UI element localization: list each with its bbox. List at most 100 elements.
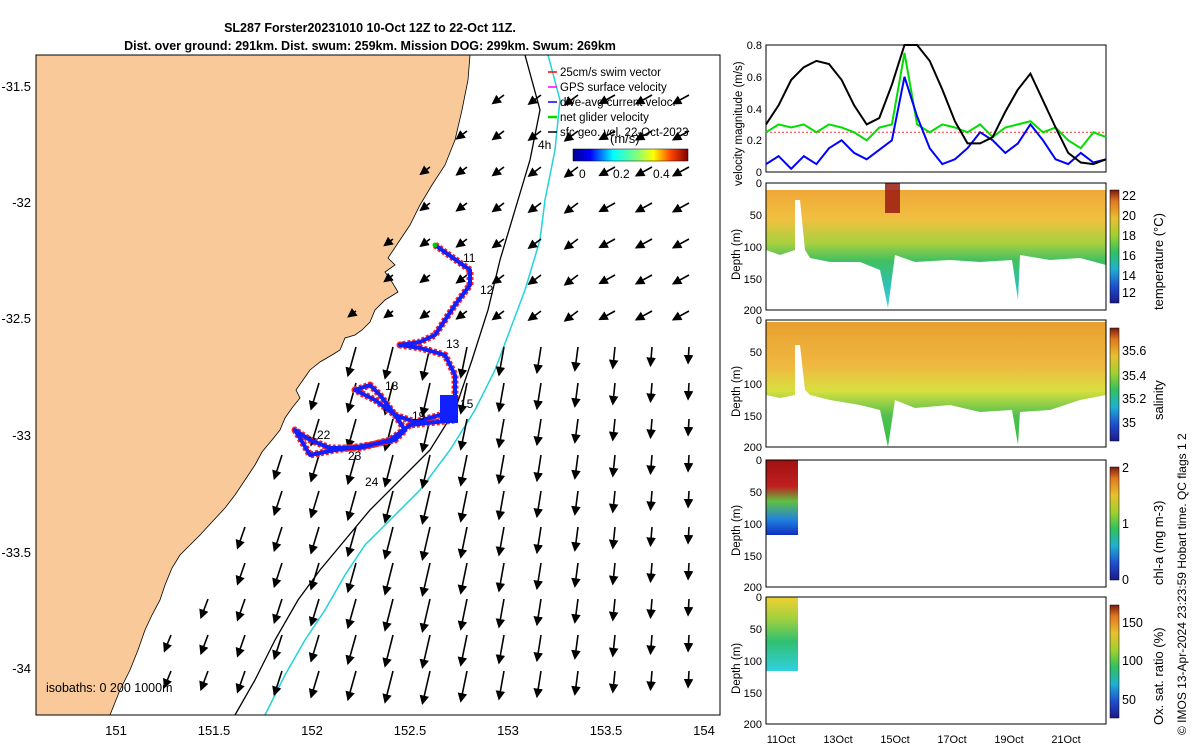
cbar-tick: 35.4	[1122, 369, 1146, 383]
velocity-arrow	[608, 418, 619, 442]
velocity-ylabel: velocity magnitude (m/s)	[733, 61, 745, 186]
vel-ytick: 0.2	[747, 135, 762, 147]
velocity-arrow	[419, 201, 431, 212]
velocity-arrow	[308, 526, 320, 555]
velocity-arrow	[419, 273, 431, 284]
depth-tick: 200	[744, 442, 762, 454]
cbar-label-chla: chl-a (mg m-3)	[1151, 500, 1166, 585]
velocity-arrow	[345, 598, 357, 630]
legend-swim-vector: 25cm/s swim vector	[560, 67, 661, 79]
lat-tick: -32	[12, 195, 31, 210]
velocity-arrow	[608, 598, 619, 622]
velocity-arrow	[345, 670, 357, 702]
lon-tick: 153.5	[590, 723, 623, 738]
velocity-arrow	[563, 310, 579, 322]
isobath-1000m	[264, 54, 561, 716]
velocity-arrow	[419, 562, 431, 598]
velocity-arrow	[571, 382, 581, 408]
velocity-arrow	[308, 598, 320, 627]
velocity-arrow	[272, 490, 283, 517]
velocity-arrow	[272, 562, 283, 589]
salinity-panel	[765, 319, 1120, 448]
velocity-arrow	[419, 165, 431, 176]
velocity-arrow	[455, 202, 468, 212]
velocity-arrow	[495, 418, 506, 449]
velocity-arrow	[571, 598, 581, 624]
velocity-series-line	[765, 52, 1107, 150]
velocity-arrow	[272, 454, 283, 481]
velocity-arrow	[646, 346, 656, 368]
velocity-arrow	[563, 130, 579, 142]
velocity-arrow	[634, 130, 653, 141]
velocity-arrow	[608, 526, 619, 550]
velocity-arrow	[382, 598, 394, 632]
velocity-arrow	[491, 202, 505, 213]
cbar-tick: 50	[1122, 693, 1136, 707]
velocity-arrow	[457, 526, 468, 559]
depth-tick: 100	[744, 519, 762, 531]
cbar-tick: 150	[1122, 616, 1143, 630]
vel-ytick: 0.6	[747, 72, 762, 84]
legend-net-glider-velocity: net glider velocity	[560, 112, 649, 124]
velocity-arrow	[199, 598, 209, 620]
track-label-24: 24	[365, 475, 379, 489]
cbar-tick: 2	[1122, 461, 1129, 475]
velocity-arrow	[272, 670, 283, 697]
track-label-22: 22	[317, 428, 331, 442]
temperature-panel	[765, 182, 1120, 311]
velocity-arrow	[683, 526, 694, 545]
velocity-arrow	[382, 634, 394, 668]
depth-tick: 100	[744, 242, 762, 254]
colorbar-tick-2: 0.4	[653, 167, 670, 181]
velocity-arrow	[671, 94, 690, 105]
velocity-arrow	[563, 238, 579, 250]
depth-tick: 200	[744, 719, 762, 731]
isobaths-label: isobaths: 0 200 1000m	[46, 681, 172, 695]
velocity-arrow	[533, 346, 543, 375]
velocity-arrow	[419, 490, 431, 526]
velocity-arrow	[199, 634, 209, 656]
velocity-arrow	[345, 634, 357, 666]
velocity-arrow	[683, 670, 694, 689]
track-label-15: 15	[460, 397, 474, 411]
track-label-23: 23	[348, 449, 362, 463]
velocity-arrow	[419, 598, 431, 634]
velocity-arrow	[345, 562, 357, 594]
velocity-arrow	[571, 454, 581, 480]
velocity-arrow	[608, 382, 619, 406]
credit-text: © IMOS 13-Apr-2024 23:23:59 Hobart time.…	[1175, 433, 1189, 735]
velocity-arrow	[533, 562, 543, 591]
lon-tick: 152	[301, 723, 323, 738]
depth-tick: 50	[750, 487, 762, 499]
velocity-arrow	[646, 598, 656, 620]
depth-tick: 150	[744, 411, 762, 423]
velocity-arrow	[382, 562, 394, 596]
velocity-arrow	[598, 202, 616, 213]
velocity-arrow	[419, 634, 431, 670]
track-label-18: 18	[385, 379, 399, 393]
velocity-arrow	[527, 202, 542, 214]
track-label-4h: 4h	[538, 138, 551, 152]
velocity-arrow	[571, 562, 581, 588]
map-legend: 25cm/s swim vector GPS surface velocity …	[548, 67, 688, 181]
track-label-11: 11	[463, 251, 476, 265]
velocity-arrow	[598, 130, 616, 141]
velocity-arrow	[683, 346, 694, 365]
cbar-tick: 1	[1122, 517, 1129, 531]
depth-tick: 50	[750, 624, 762, 636]
isobath-200m	[234, 54, 541, 716]
velocity-arrow	[533, 634, 543, 663]
time-tick: 11Oct	[767, 734, 796, 746]
velocity-arrow	[272, 634, 283, 661]
velocity-arrow	[495, 634, 506, 665]
depth-tick: 150	[744, 551, 762, 563]
velocity-arrow	[598, 310, 616, 321]
velocity-arrow	[491, 130, 505, 141]
velocity-arrow	[455, 238, 468, 248]
velocity-arrow	[272, 526, 283, 553]
velocity-arrow	[455, 166, 468, 176]
velocity-arrow	[491, 94, 505, 105]
velocity-arrow	[382, 526, 394, 560]
velocity-arrow	[646, 670, 656, 692]
